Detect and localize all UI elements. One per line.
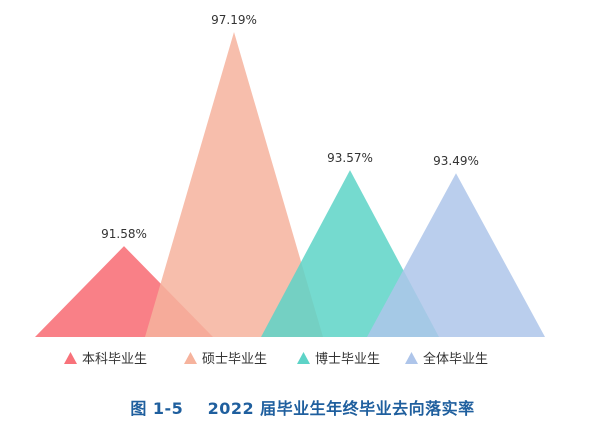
legend-marker-3 bbox=[297, 352, 310, 364]
legend-marker-1 bbox=[64, 352, 77, 364]
legend-marker-2 bbox=[184, 352, 197, 364]
figure-title: 2022 届毕业生年终毕业去向落实率 bbox=[207, 399, 475, 418]
legend-label-3: 博士毕业生 bbox=[315, 352, 380, 367]
legend-label-4: 全体毕业生 bbox=[423, 351, 488, 367]
triangle-bar-4 bbox=[367, 173, 545, 337]
value-label-4: 93.49% bbox=[433, 154, 479, 168]
legend-label-1: 本科毕业生 bbox=[82, 352, 147, 367]
figure-caption: 图 1-5 2022 届毕业生年终毕业去向落实率 bbox=[0, 395, 605, 419]
value-label-3: 93.57% bbox=[327, 151, 373, 165]
legend-label-2: 硕士毕业生 bbox=[202, 352, 267, 367]
figure-number: 图 1-5 bbox=[130, 399, 184, 418]
value-label-2: 97.19% bbox=[211, 13, 257, 27]
legend-marker-4 bbox=[405, 352, 418, 364]
triangle-bar-2 bbox=[145, 32, 323, 337]
value-label-1: 91.58% bbox=[101, 227, 147, 241]
